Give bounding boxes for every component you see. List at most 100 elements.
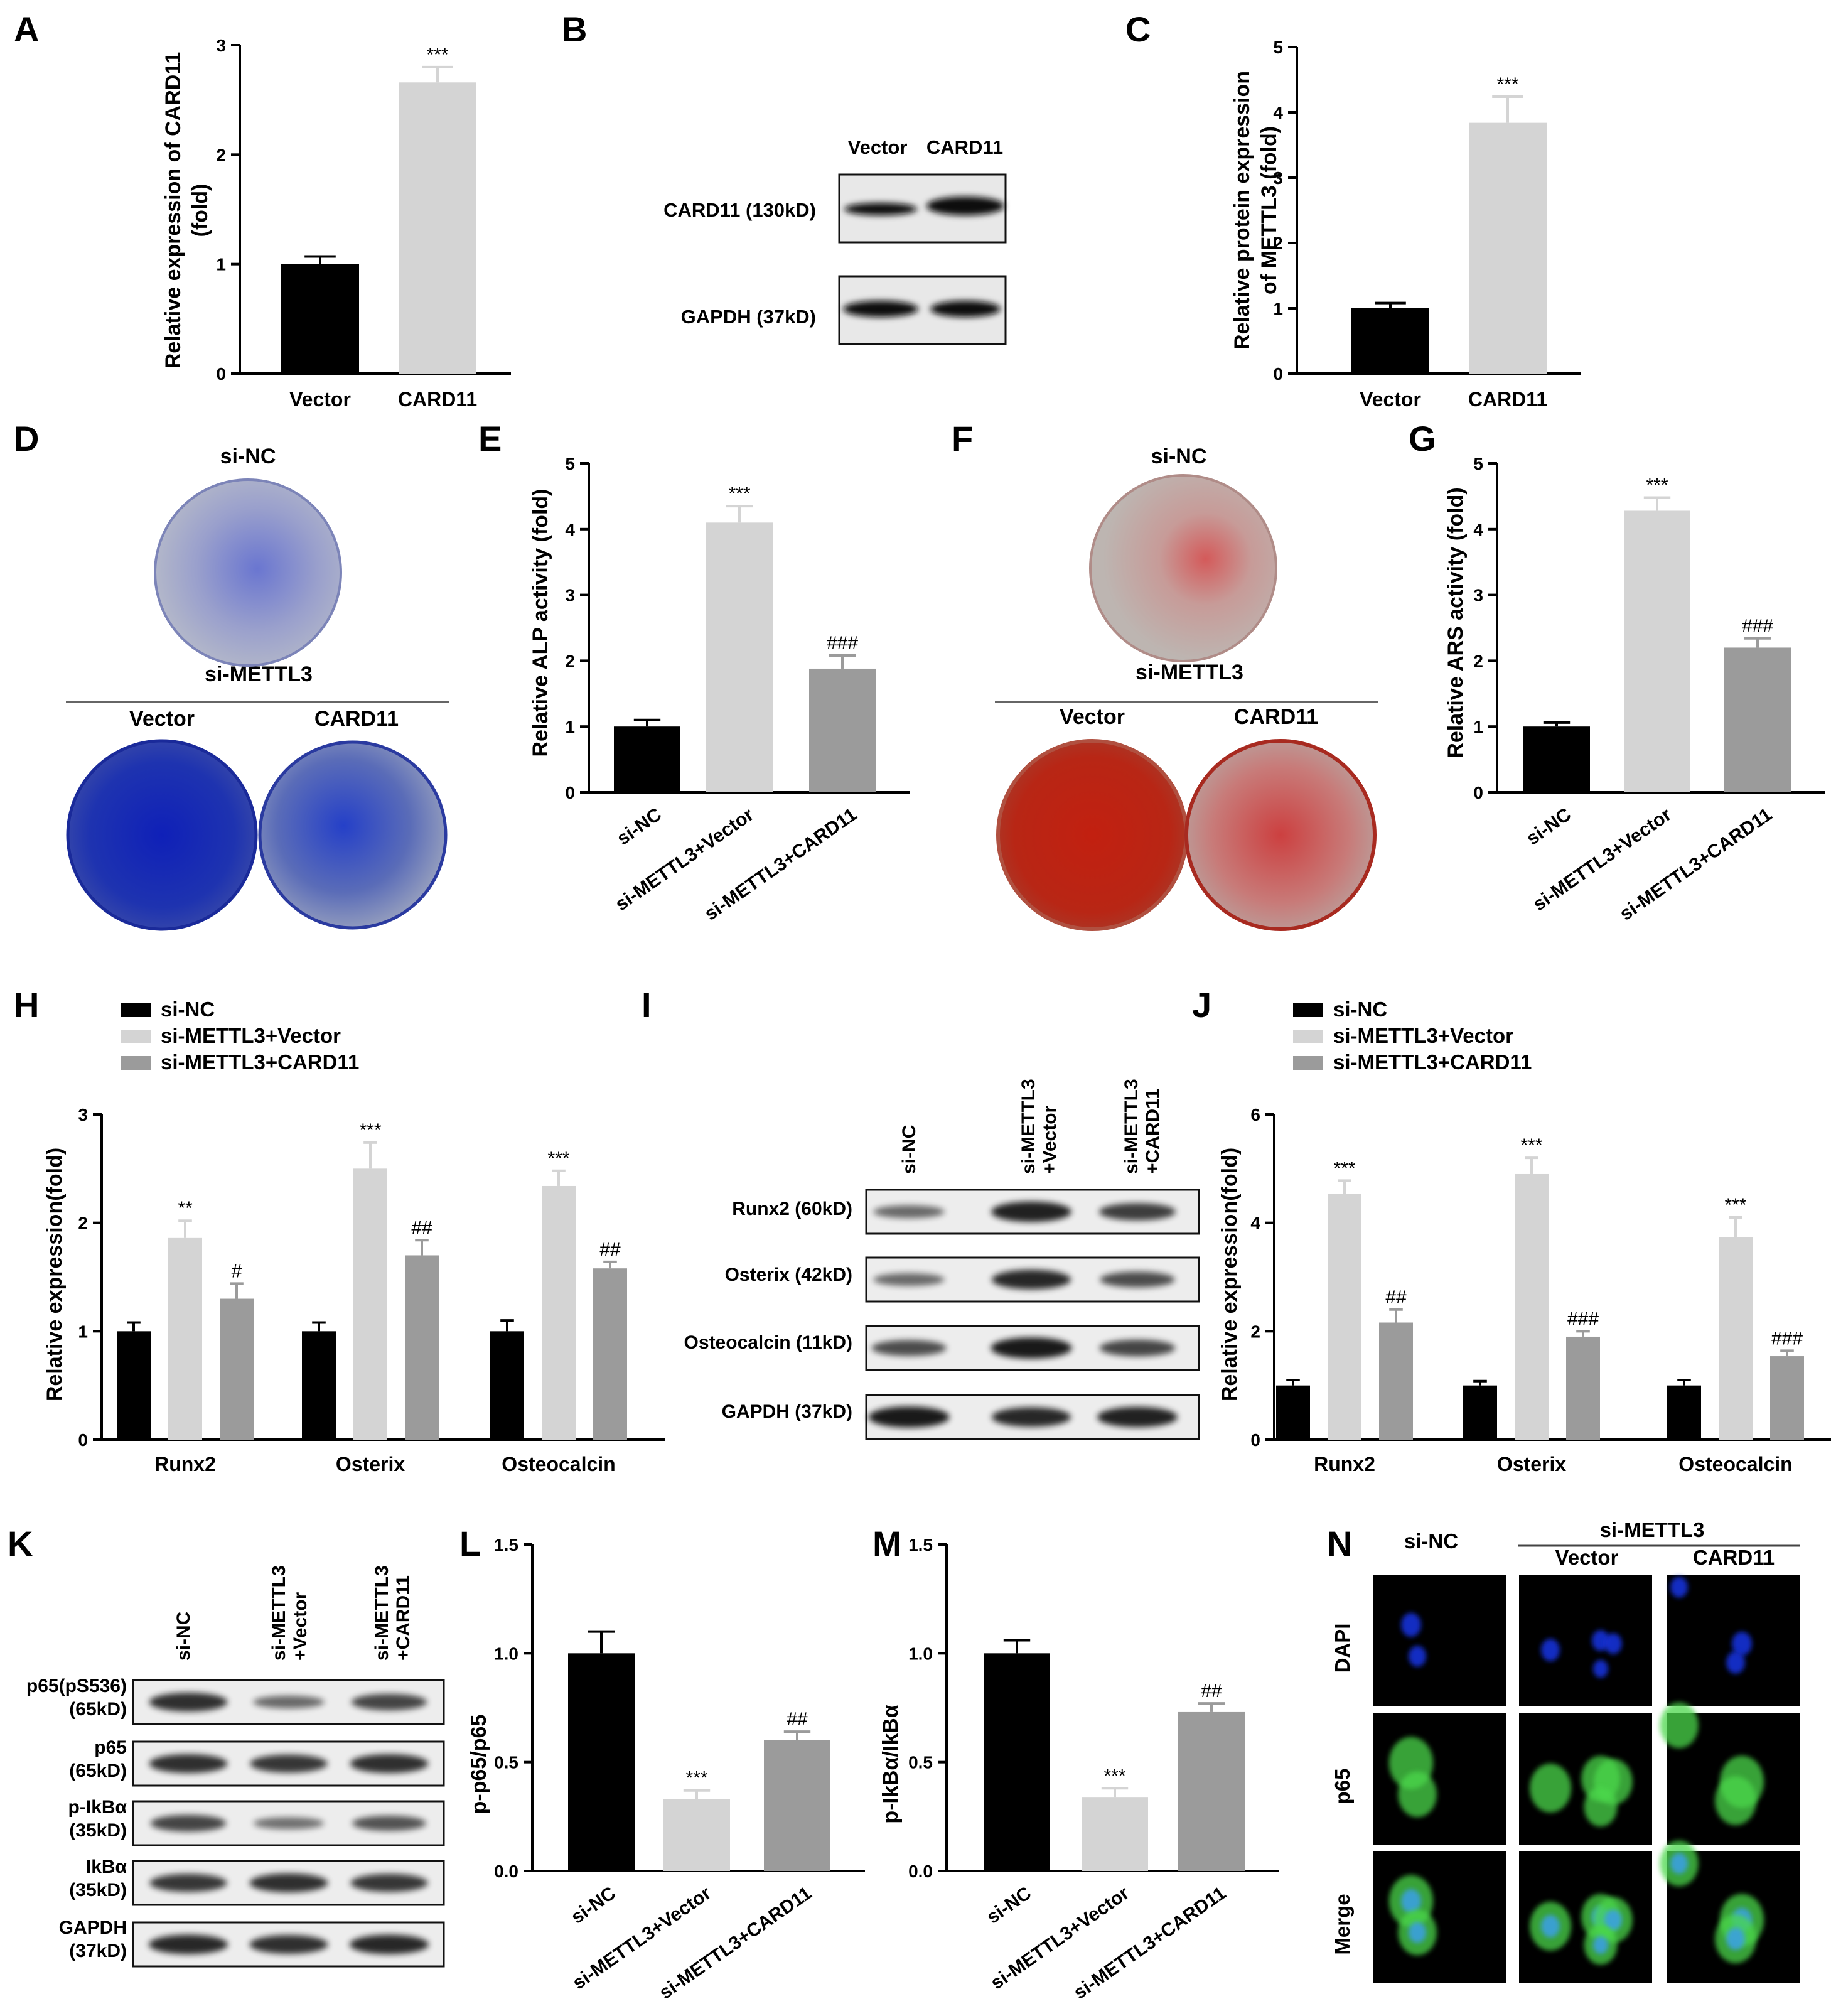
y-tick-label: 0 [565,783,575,802]
bar [1724,647,1791,792]
lane-label: si-METTL3 [1121,1079,1142,1174]
y-tick-label: 1 [565,717,575,736]
panel-letter: C [1125,9,1151,49]
blot-row-label: GAPDH (37kD) [681,306,816,328]
legend-swatch [121,1056,151,1070]
y-tick-label: 5 [1473,454,1483,473]
bar [281,264,359,374]
x-tick-label: Vector [289,388,351,411]
y-tick-label: 3 [78,1105,88,1124]
panel-letter: L [459,1524,481,1563]
panel-letter: J [1192,985,1211,1025]
blot-row-label: (35kD) [69,1820,127,1841]
column-label: CARD11 [1693,1546,1775,1569]
blot-band [926,197,1004,215]
bar [568,1653,635,1871]
significance-label: *** [728,483,750,504]
blot-i: si-NC si-METTL3 +Vector si-METTL3 +CARD1… [684,1079,1200,1440]
bar [764,1740,830,1871]
x-tick-label: si-NC [983,1883,1035,1928]
bar [614,726,680,792]
lane-label: +Vector [290,1592,311,1661]
y-tick-label: 0 [1473,783,1483,802]
y-tick-label: 0.0 [494,1862,518,1881]
blot-b: Vector CARD11 CARD11 (130kD) GAPDH (37kD… [663,136,1007,345]
blot-band [1100,1271,1175,1288]
significance-label: *** [1333,1158,1355,1178]
blot-band [149,1754,228,1773]
blot-row-label: (37kD) [69,1941,127,1961]
significance-label: *** [1496,74,1518,95]
bar [1566,1336,1600,1440]
nucleus [1670,1577,1688,1598]
x-tick-label: Runx2 [154,1453,216,1475]
panel-letter: N [1327,1524,1352,1563]
significance-label: *** [1103,1765,1125,1786]
significance-label: ## [599,1239,621,1260]
legend-label: si-METTL3+Vector [161,1024,341,1047]
nucleus [1401,1889,1421,1914]
nucleus [1604,1633,1622,1654]
panel-letter: B [562,9,587,49]
well-card11 [258,740,448,930]
column-label: si-METTL3 [1600,1518,1705,1541]
blot-row-label: p65 [94,1737,127,1758]
bar [117,1331,151,1440]
bar [353,1168,387,1440]
legend-swatch [1293,1003,1323,1017]
x-tick-label: Vector [1360,388,1421,411]
bar [490,1331,524,1440]
y-tick-label: 2 [78,1214,88,1233]
panel-letter: M [873,1524,902,1563]
column-label: Vector [1555,1546,1619,1569]
well-vector [66,739,258,931]
immunofluorescence-n: si-NC si-METTL3 Vector CARD11 DAPI p65 M… [1331,1518,1800,1983]
ylabel-j: Relative expression(fold) [1218,1148,1242,1401]
ylabel-e: Relative ALP activity (fold) [529,489,552,757]
legend-swatch [1293,1056,1323,1070]
panel-letter: I [642,985,652,1025]
y-tick-label: 4 [565,520,575,539]
nucleus [1670,1853,1688,1874]
well-si-nc [1089,474,1277,662]
ylabel-c-2: of METTL3 (fold) [1257,126,1281,294]
blot-band [249,1935,328,1954]
y-tick-label: 0 [216,364,226,384]
chart-l: 0.00.51.01.5***##si-NCsi-METTL3+Vectorsi… [494,1535,865,2003]
legend-label: si-METTL3+CARD11 [161,1050,359,1074]
significance-label: ** [178,1198,193,1219]
x-tick-label: Runx2 [1314,1453,1375,1475]
chart-e: 012345***###si-NCsi-METTL3+Vectorsi-METT… [565,454,910,925]
ylabel-a: Relative expression of CARD11 [161,52,185,369]
bar [1463,1385,1497,1440]
bar [663,1799,730,1871]
blot-band [1097,1406,1178,1428]
bar [220,1298,254,1440]
legend-label: si-NC [161,998,215,1021]
y-tick-label: 0.0 [908,1862,933,1881]
ylabel-g: Relative ARS activity (fold) [1444,487,1468,758]
significance-label: ## [411,1217,432,1238]
bar [1379,1322,1413,1440]
significance-label: ### [1771,1328,1803,1349]
well-card11 [1184,739,1377,931]
row-label: p65 [1331,1769,1354,1804]
nucleus [1726,1927,1745,1950]
blot-band [149,1693,228,1711]
significance-label: ## [1385,1287,1407,1308]
cell [1398,1771,1437,1818]
nucleus [1726,1651,1745,1674]
blot-band [351,1693,427,1711]
bar [1770,1356,1804,1440]
x-tick-label: Osteocalcin [502,1453,615,1475]
cell [1660,1702,1699,1749]
blot-band [871,1340,947,1356]
group-label: CARD11 [314,707,399,731]
nucleus [1541,1639,1560,1661]
bar [399,82,476,374]
cell [1584,1787,1618,1827]
blot-band [991,1407,1071,1427]
blot-row-label: IkBα [86,1857,127,1877]
blot-band [1098,1203,1176,1221]
